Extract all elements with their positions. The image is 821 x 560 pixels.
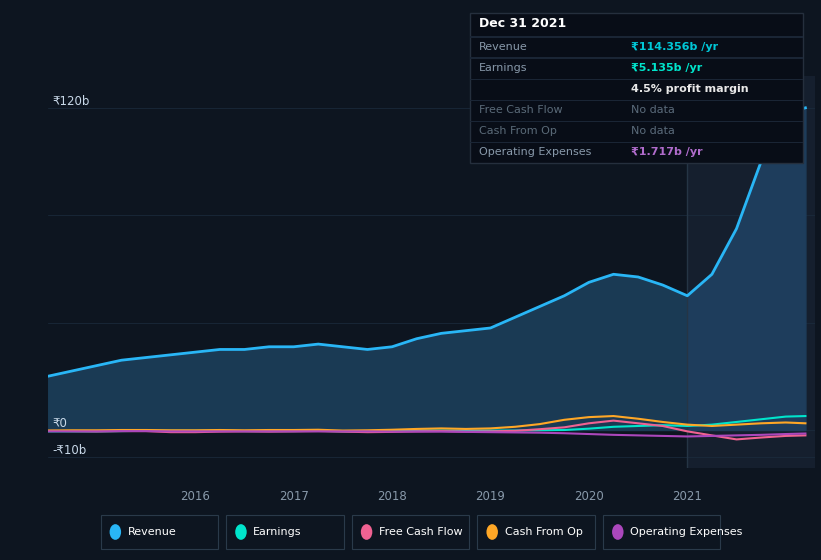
Text: Earnings: Earnings (479, 63, 527, 73)
Text: Dec 31 2021: Dec 31 2021 (479, 17, 566, 30)
Text: 2020: 2020 (574, 490, 603, 503)
Text: Cash From Op: Cash From Op (504, 527, 582, 537)
Text: 2019: 2019 (475, 490, 506, 503)
Text: Free Cash Flow: Free Cash Flow (379, 527, 462, 537)
Text: Revenue: Revenue (479, 42, 527, 52)
Text: 2018: 2018 (377, 490, 407, 503)
Text: -₹10b: -₹10b (53, 444, 87, 457)
Text: 2021: 2021 (672, 490, 702, 503)
Text: Earnings: Earnings (254, 527, 302, 537)
Text: Cash From Op: Cash From Op (479, 127, 557, 136)
Text: ₹114.356b /yr: ₹114.356b /yr (631, 42, 718, 52)
Text: Revenue: Revenue (127, 527, 177, 537)
Text: 2016: 2016 (181, 490, 210, 503)
Text: No data: No data (631, 105, 674, 115)
Text: ₹1.717b /yr: ₹1.717b /yr (631, 147, 702, 157)
Text: 2017: 2017 (278, 490, 309, 503)
Text: Operating Expenses: Operating Expenses (631, 527, 742, 537)
Text: No data: No data (631, 127, 674, 136)
Text: Operating Expenses: Operating Expenses (479, 147, 591, 157)
Text: ₹0: ₹0 (53, 417, 67, 430)
Text: 4.5% profit margin: 4.5% profit margin (631, 84, 748, 94)
Bar (687, 76, 815, 468)
Text: ₹120b: ₹120b (53, 95, 90, 108)
Text: ₹5.135b /yr: ₹5.135b /yr (631, 63, 702, 73)
Text: Free Cash Flow: Free Cash Flow (479, 105, 562, 115)
